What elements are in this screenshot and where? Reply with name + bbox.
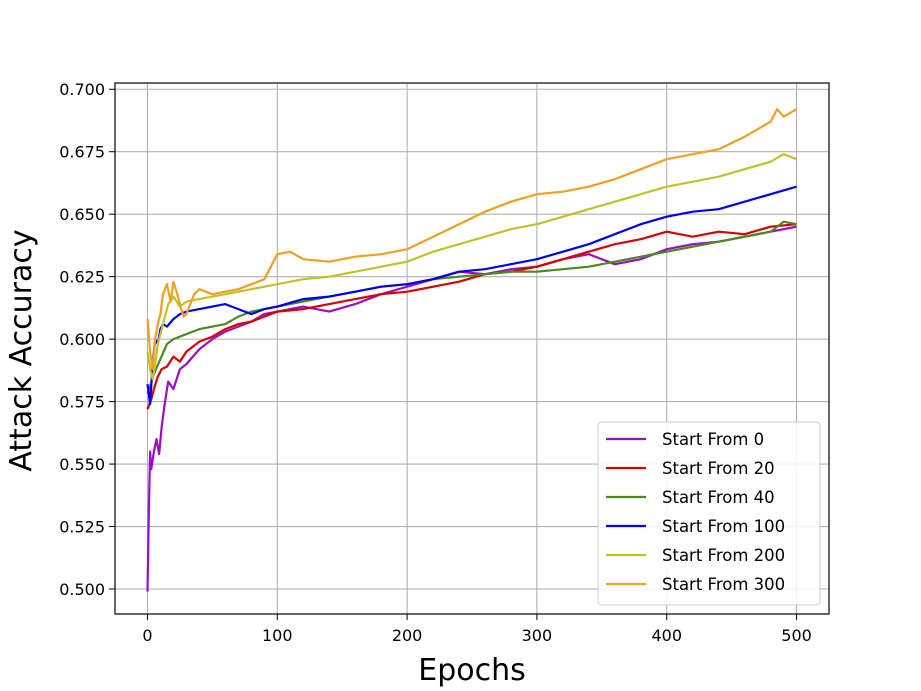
x-tick-label: 400 bbox=[651, 626, 682, 645]
y-tick-label: 0.600 bbox=[59, 330, 105, 349]
legend-box bbox=[597, 421, 821, 606]
x-tick-label: 500 bbox=[781, 626, 812, 645]
legend-label: Start From 40 bbox=[662, 488, 775, 507]
legend-label: Start From 20 bbox=[662, 459, 775, 478]
y-tick-label: 0.575 bbox=[59, 393, 105, 412]
series-line-2 bbox=[146, 220, 797, 395]
y-tick-label: 0.700 bbox=[59, 80, 105, 99]
y-axis-label: Attack Accuracy bbox=[4, 229, 39, 471]
legend-label: Start From 300 bbox=[662, 575, 785, 594]
series-line-1 bbox=[146, 223, 797, 410]
y-tick-label: 0.675 bbox=[59, 143, 105, 162]
series-line-4 bbox=[146, 153, 797, 381]
plot-area-frame bbox=[114, 82, 830, 615]
axis-ticks: 0 100 200 300 400 500 0.500 0.525 0.550 0.575 0.60… bbox=[59, 80, 812, 645]
legend-label: Start From 0 bbox=[662, 430, 764, 449]
series-line-3 bbox=[146, 185, 797, 406]
x-tick-label: 300 bbox=[522, 626, 553, 645]
x-tick-label: 100 bbox=[262, 626, 293, 645]
legend-label: Start From 100 bbox=[662, 517, 785, 536]
y-tick-label: 0.650 bbox=[59, 205, 105, 224]
series-lines bbox=[146, 108, 798, 592]
y-tick-label: 0.500 bbox=[59, 580, 105, 599]
x-tick-label: 0 bbox=[142, 626, 152, 645]
y-tick-label: 0.550 bbox=[59, 455, 105, 474]
y-tick-label: 0.625 bbox=[59, 268, 105, 287]
y-tick-label: 0.525 bbox=[59, 518, 105, 537]
x-axis-label: Epochs bbox=[418, 653, 526, 688]
series-line-5 bbox=[146, 108, 798, 371]
legend: Start From 0 Start From 20 Start From 40 St… bbox=[597, 421, 821, 606]
x-tick-label: 200 bbox=[392, 626, 423, 645]
legend-label: Start From 200 bbox=[662, 546, 785, 565]
series-line-0 bbox=[146, 225, 797, 592]
